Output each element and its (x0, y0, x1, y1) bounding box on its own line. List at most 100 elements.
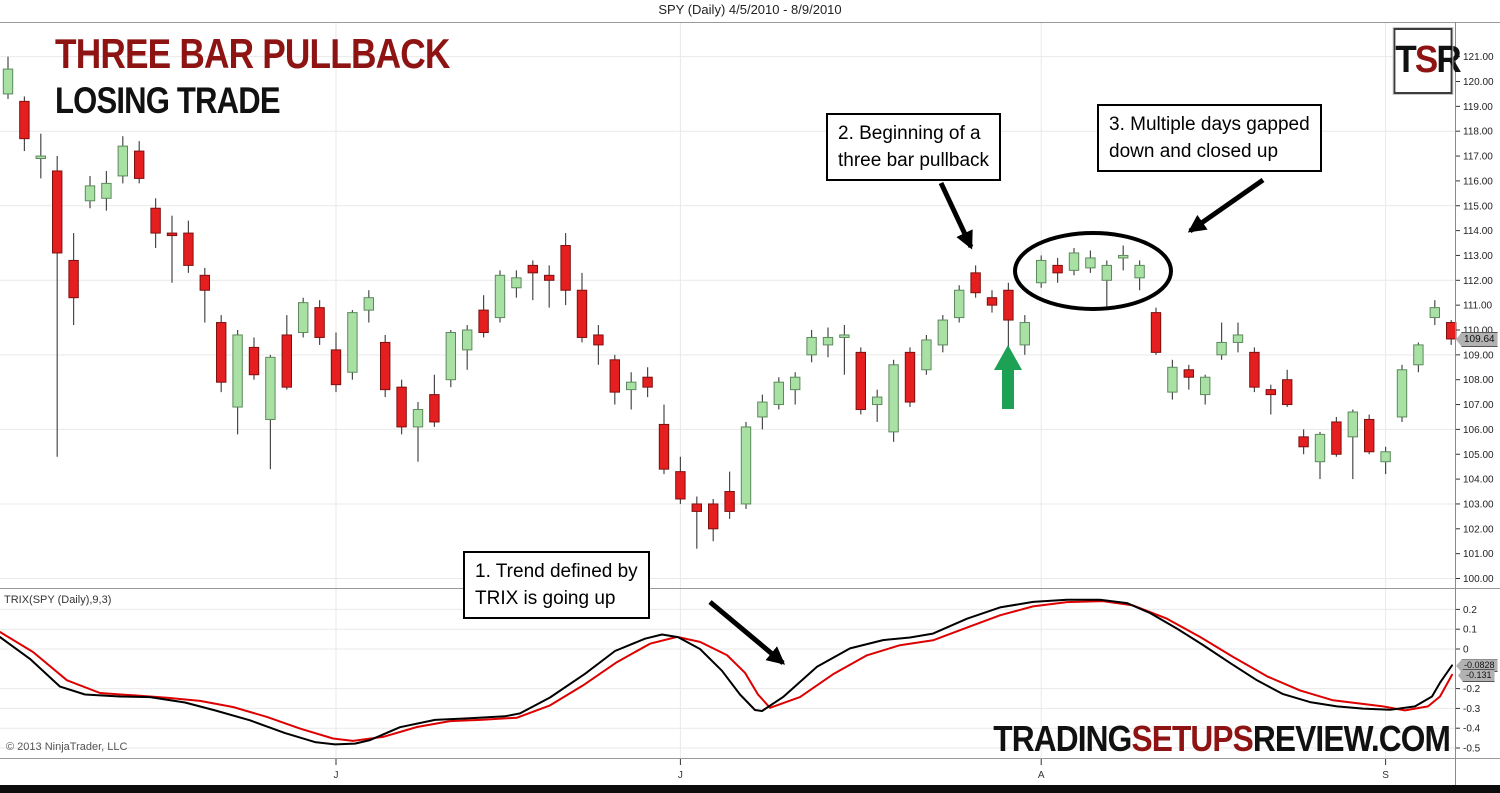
candle-body-11 (183, 232, 194, 266)
price-tick-label-119.00[interactable]: 119.00 (1463, 102, 1493, 113)
candle-body-47 (773, 381, 784, 406)
price-tick-label-108.00[interactable]: 108.00 (1463, 375, 1494, 386)
candle-body-71 (1167, 366, 1178, 393)
price-tick-label-103.00[interactable]: 103.00 (1463, 499, 1494, 510)
candle-body-28 (462, 329, 473, 351)
candle-body-73 (1200, 376, 1211, 396)
month-label-3[interactable]: S (1382, 770, 1389, 781)
trix-signal-value-badge: -0.131 (1458, 668, 1495, 682)
price-tick-label-112.00[interactable]: 112.00 (1463, 276, 1493, 287)
price-tick-label-114.00[interactable]: 114.00 (1463, 226, 1493, 237)
candle-body-32 (527, 264, 538, 274)
candle-body-72 (1183, 369, 1194, 378)
candle-body-4 (68, 259, 79, 299)
month-label-2[interactable]: A (1038, 770, 1045, 781)
chart-title-bar: SPY (Daily) 4/5/2010 - 8/9/2010 (658, 2, 842, 17)
trix-tick-label-4[interactable]: -0.3 (1463, 704, 1481, 715)
candle-body-30 (494, 274, 506, 319)
annotation-box-1: 1. Trend defined by TRIX is going up (463, 551, 650, 619)
price-tick-label-120.00[interactable]: 120.00 (1463, 77, 1494, 88)
arrow-from-note3 (1187, 177, 1265, 234)
month-label-1[interactable]: J (678, 770, 683, 781)
candle-body-3 (52, 170, 63, 254)
candle-body-39 (642, 376, 653, 388)
candle-body-6 (101, 182, 112, 199)
price-tick-label-102.00[interactable]: 102.00 (1463, 524, 1494, 535)
candle-body-76 (1249, 351, 1260, 388)
candle-body-12 (199, 274, 211, 291)
candle-body-62 (1019, 322, 1030, 346)
candle-body-80 (1314, 433, 1326, 463)
price-tick-label-121.00[interactable]: 121.00 (1463, 52, 1494, 63)
price-tick-label-111.00[interactable]: 111.00 (1463, 301, 1493, 312)
candle-body-51 (839, 334, 850, 338)
trix-tick-label-6[interactable]: -0.5 (1463, 744, 1481, 755)
watermark-review: REVIEW.COM (1252, 718, 1451, 759)
candle-body-16 (265, 356, 276, 420)
trix-indicator-label: TRIX(SPY (Daily),9,3) (4, 594, 112, 606)
candle-body-55 (904, 351, 916, 403)
candle-body-48 (790, 376, 801, 391)
price-tick-label-118.00[interactable]: 118.00 (1463, 127, 1493, 138)
panel-divider[interactable] (0, 588, 1500, 589)
candle-body-10 (166, 232, 178, 237)
price-tick-label-109.00[interactable]: 109.00 (1463, 350, 1494, 361)
price-tick-label-100.00[interactable]: 100.00 (1463, 574, 1494, 585)
price-tick-label-113.00[interactable]: 113.00 (1463, 251, 1493, 262)
candle-body-25 (412, 409, 424, 428)
candle-body-52 (855, 351, 866, 411)
candle-body-5 (84, 185, 96, 202)
candle-body-49 (806, 336, 817, 356)
trix-line-TRIX (0, 598, 1453, 746)
candle-body-33 (544, 274, 555, 281)
logo-letter-s: S (1414, 39, 1438, 81)
price-axis-line[interactable] (1455, 22, 1456, 785)
price-tick-label-105.00[interactable]: 105.00 (1463, 450, 1494, 461)
candle-body-67 (1101, 264, 1112, 281)
price-tick-label-106.00[interactable]: 106.00 (1463, 425, 1494, 436)
watermark-trading: TRADING (993, 718, 1132, 759)
arrow-from-note2 (938, 181, 974, 250)
candle-body-23 (380, 341, 391, 391)
candle-body-44 (724, 491, 735, 512)
candle-body-21 (347, 312, 358, 373)
candle-body-46 (757, 401, 768, 418)
candle-body-8 (134, 150, 145, 179)
price-tick-label-116.00[interactable]: 116.00 (1463, 176, 1493, 187)
page-subtitle: LOSING TRADE (55, 80, 281, 121)
price-tick-label-115.00[interactable]: 115.00 (1463, 201, 1493, 212)
site-watermark: TRADINGSETUPSREVIEW.COM (993, 718, 1451, 760)
candle-body-19 (314, 307, 325, 338)
candle-body-41 (675, 471, 686, 500)
candle-body-63 (1036, 259, 1047, 284)
candle-body-24 (396, 386, 407, 428)
candle-body-74 (1216, 341, 1227, 356)
month-label-0[interactable]: J (334, 770, 339, 781)
price-tick-label-117.00[interactable]: 117.00 (1463, 152, 1493, 163)
candle-body-42 (691, 503, 702, 512)
annotation-3-line2: down and closed up (1109, 141, 1279, 162)
annotation-1-line2: TRIX is going up (475, 588, 616, 609)
logo-letter-t: T (1395, 39, 1416, 81)
price-tick-label-101.00[interactable]: 101.00 (1463, 549, 1494, 560)
candle-body-83 (1364, 418, 1375, 453)
trix-tick-label-3[interactable]: -0.2 (1463, 684, 1481, 695)
candle-body-43 (708, 503, 719, 530)
candle-body-70 (1150, 312, 1162, 353)
price-tick-label-107.00[interactable]: 107.00 (1463, 400, 1494, 411)
page-title: THREE BAR PULLBACK (55, 30, 450, 77)
trix-tick-label-1[interactable]: 0.1 (1463, 625, 1477, 636)
candle-body-54 (888, 364, 899, 433)
candle-body-7 (117, 145, 128, 177)
price-tick-label-110.00[interactable]: 110.00 (1463, 326, 1493, 337)
candle-body-27 (445, 331, 457, 381)
annotation-1-line1: 1. Trend defined by (475, 561, 638, 582)
trix-tick-label-5[interactable]: -0.4 (1463, 724, 1481, 735)
trix-tick-label-2[interactable]: 0 (1463, 645, 1469, 656)
arrow-from-note1 (708, 600, 786, 665)
candle-body-56 (921, 339, 932, 371)
annotation-3-line1: 3. Multiple days gapped (1109, 114, 1310, 135)
price-tick-label-104.00[interactable]: 104.00 (1463, 475, 1494, 486)
trix-tick-label-0[interactable]: 0.2 (1463, 605, 1477, 616)
